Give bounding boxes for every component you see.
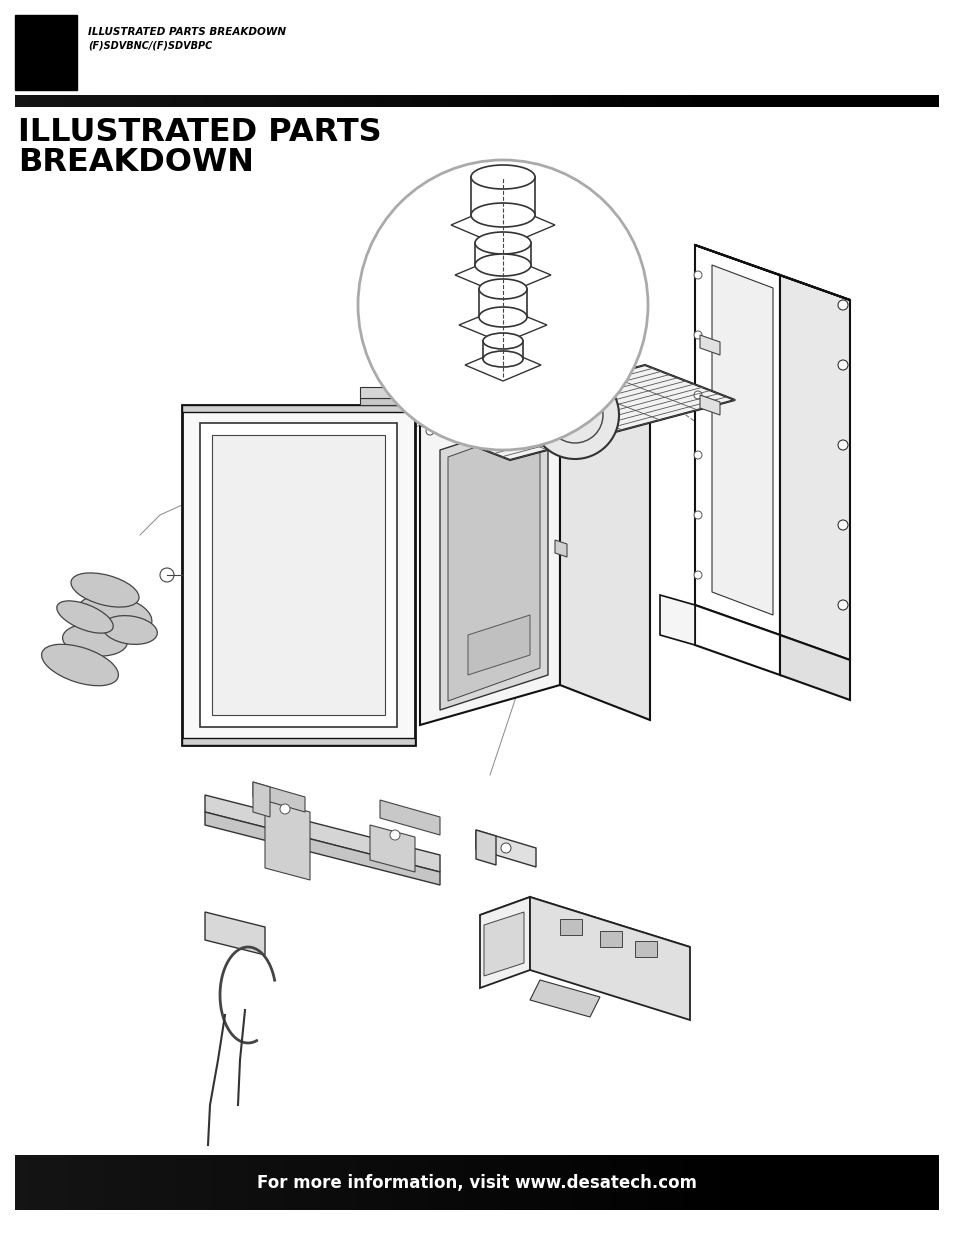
Circle shape	[693, 511, 701, 519]
Circle shape	[160, 568, 173, 582]
Ellipse shape	[78, 595, 152, 635]
Polygon shape	[265, 800, 310, 881]
Polygon shape	[479, 897, 530, 988]
Polygon shape	[212, 435, 385, 715]
Ellipse shape	[475, 232, 531, 254]
Circle shape	[693, 331, 701, 338]
Circle shape	[531, 370, 618, 459]
Polygon shape	[471, 177, 535, 215]
Polygon shape	[419, 385, 649, 459]
Polygon shape	[468, 615, 530, 676]
Polygon shape	[711, 266, 772, 615]
Text: BREAKDOWN: BREAKDOWN	[18, 147, 253, 178]
Polygon shape	[182, 405, 415, 745]
Ellipse shape	[482, 333, 522, 350]
Polygon shape	[780, 275, 849, 659]
Text: For more information, visit www.desatech.com: For more information, visit www.desatech…	[256, 1174, 697, 1192]
Polygon shape	[339, 635, 359, 659]
Polygon shape	[379, 800, 439, 835]
Bar	[559, 919, 581, 935]
Ellipse shape	[478, 279, 526, 299]
Polygon shape	[205, 911, 265, 955]
Polygon shape	[419, 385, 559, 725]
Polygon shape	[476, 830, 496, 864]
Circle shape	[500, 844, 511, 853]
Circle shape	[426, 411, 434, 419]
Polygon shape	[359, 398, 415, 405]
Ellipse shape	[57, 601, 113, 634]
Polygon shape	[483, 911, 523, 976]
Polygon shape	[659, 595, 695, 645]
Polygon shape	[370, 825, 415, 872]
Polygon shape	[205, 811, 439, 885]
Polygon shape	[200, 424, 396, 727]
Polygon shape	[419, 366, 734, 459]
Polygon shape	[439, 415, 547, 710]
Bar	[15, 15, 77, 90]
Ellipse shape	[471, 203, 535, 227]
Polygon shape	[458, 308, 546, 343]
Polygon shape	[555, 540, 566, 557]
Bar	[599, 931, 621, 947]
Polygon shape	[780, 635, 849, 700]
Bar	[635, 941, 657, 957]
Polygon shape	[700, 395, 720, 415]
Polygon shape	[359, 387, 415, 398]
Text: ILLUSTRATED PARTS: ILLUSTRATED PARTS	[18, 117, 381, 148]
Polygon shape	[205, 795, 439, 872]
Polygon shape	[695, 245, 849, 300]
Ellipse shape	[471, 165, 535, 189]
Circle shape	[426, 427, 434, 435]
Polygon shape	[530, 981, 599, 1016]
Ellipse shape	[467, 348, 526, 372]
Circle shape	[837, 600, 847, 610]
Polygon shape	[476, 830, 536, 867]
Polygon shape	[455, 254, 551, 295]
Ellipse shape	[475, 254, 531, 275]
Circle shape	[837, 300, 847, 310]
Circle shape	[543, 395, 552, 403]
Circle shape	[357, 161, 647, 450]
Text: ILLUSTRATED PARTS BREAKDOWN: ILLUSTRATED PARTS BREAKDOWN	[88, 27, 286, 37]
Polygon shape	[482, 341, 522, 359]
Ellipse shape	[467, 383, 526, 408]
Ellipse shape	[103, 615, 157, 645]
Polygon shape	[253, 782, 305, 811]
Circle shape	[837, 440, 847, 450]
Ellipse shape	[63, 624, 128, 656]
Circle shape	[280, 804, 290, 814]
Ellipse shape	[478, 308, 526, 327]
Ellipse shape	[71, 573, 139, 608]
Polygon shape	[467, 359, 526, 395]
Ellipse shape	[482, 351, 522, 367]
Circle shape	[390, 830, 399, 840]
Circle shape	[693, 451, 701, 459]
Polygon shape	[479, 897, 689, 965]
Polygon shape	[182, 405, 415, 412]
Polygon shape	[695, 605, 780, 676]
Polygon shape	[448, 424, 539, 701]
Polygon shape	[559, 385, 649, 720]
Polygon shape	[530, 897, 689, 1020]
Polygon shape	[695, 245, 780, 635]
Circle shape	[693, 571, 701, 579]
Circle shape	[837, 359, 847, 370]
Circle shape	[693, 391, 701, 399]
Polygon shape	[451, 203, 555, 247]
Polygon shape	[253, 782, 270, 818]
Polygon shape	[475, 243, 531, 266]
Polygon shape	[478, 289, 526, 317]
Text: (F)SDVBNC/(F)SDVBPC: (F)SDVBNC/(F)SDVBPC	[88, 41, 212, 51]
Polygon shape	[464, 350, 540, 382]
Polygon shape	[700, 335, 720, 354]
Polygon shape	[182, 739, 415, 745]
Ellipse shape	[42, 645, 118, 685]
Circle shape	[837, 520, 847, 530]
Circle shape	[693, 270, 701, 279]
